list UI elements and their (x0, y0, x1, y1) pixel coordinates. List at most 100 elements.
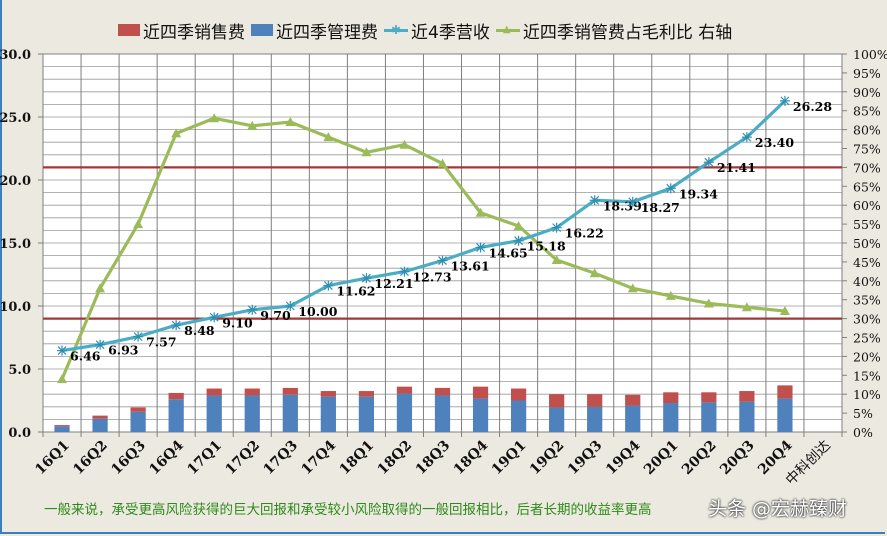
legend-label: 近四季管理费 (276, 22, 378, 43)
data-label: 21.41 (717, 160, 756, 175)
y-tick-label: 0.0 (8, 426, 31, 441)
y-tick-label: 30.0 (0, 48, 31, 63)
triangle-marker-icon (627, 283, 638, 293)
star-marker-icon (323, 280, 334, 291)
y2-tick-label: 20% (853, 349, 881, 364)
star-marker-icon (665, 183, 676, 194)
legend-swatch (251, 24, 273, 36)
data-label: 19.34 (679, 186, 718, 201)
bar-sales-expense (282, 387, 298, 395)
bar-sales-expense (130, 407, 146, 412)
bar-admin-expense (701, 402, 717, 432)
data-label: 9.70 (260, 308, 291, 323)
bar-sales-expense (663, 392, 679, 404)
x-tick-label: 20Q2 (679, 438, 720, 479)
star-marker-icon (741, 132, 752, 143)
footer-note: 一般来说，承受更高风险获得的巨大回报和承受较小风险取得的一般回报相比，后者长期的… (44, 502, 652, 518)
data-label: 26.28 (793, 99, 832, 114)
triangle-marker-icon (285, 117, 296, 127)
star-marker-icon (209, 312, 220, 323)
data-label: 14.65 (489, 245, 528, 260)
bar-admin-expense (777, 398, 793, 432)
bar-sales-expense (320, 391, 336, 397)
star-marker-icon (285, 301, 296, 311)
y-tick-label: 10.0 (0, 300, 31, 315)
data-label: 10.00 (298, 304, 337, 319)
y2-tick-label: 100% (853, 47, 887, 62)
star-marker-icon (57, 345, 68, 356)
star-marker-icon (171, 320, 182, 331)
bar-sales-expense (54, 425, 70, 427)
star-marker-icon (133, 331, 144, 342)
bar-admin-expense (510, 400, 527, 432)
bar-admin-expense (549, 407, 565, 432)
x-tick-label: 17Q1 (184, 438, 225, 479)
star-marker-icon (399, 266, 410, 277)
y2-tick-label: 35% (853, 293, 881, 308)
star-marker-icon (703, 157, 714, 168)
star-marker-icon (589, 195, 600, 206)
x-tick-label: 18Q2 (375, 438, 416, 479)
x-tick-label: 17Q2 (222, 438, 263, 479)
y2-tick-label: 90% (853, 85, 881, 100)
triangle-marker-icon (247, 120, 258, 130)
triangle-marker-icon (741, 302, 752, 312)
y2-tick-label: 0% (853, 425, 873, 440)
expense-ratio-line (60, 116, 786, 380)
bar-sales-expense (701, 392, 717, 403)
y2-tick-label: 30% (853, 312, 881, 327)
y-tick-label: 15.0 (0, 237, 31, 252)
x-tick-label: 16Q4 (146, 437, 187, 478)
triangle-marker-icon (399, 139, 410, 149)
revenue-line (61, 99, 787, 353)
data-label: 12.21 (374, 276, 413, 291)
triangle-marker-icon (323, 132, 334, 142)
bar-admin-expense (320, 396, 336, 432)
star-marker-icon (437, 255, 448, 266)
y-tick-label: 20.0 (0, 174, 31, 189)
watermark: 头条 @宏赫臻财 (708, 498, 848, 520)
triangle-marker-icon (95, 283, 106, 293)
legend-item-expense-ratio: ▲ 近四季销管费占毛利比 右轴 (495, 18, 732, 43)
legend-item-sales-expense: 近四季销售费 (118, 18, 245, 43)
legend-label: 近4季营收 (411, 22, 490, 43)
y2-tick-label: 95% (853, 66, 881, 81)
triangle-marker-icon (589, 268, 600, 278)
bar-sales-expense (396, 386, 413, 394)
y2-tick-label: 10% (853, 387, 881, 402)
star-marker-icon (551, 222, 562, 233)
y2-tick-label: 40% (853, 274, 881, 289)
bar-sales-expense (472, 386, 489, 399)
triangle-marker-icon (551, 255, 562, 265)
star-marker-icon (95, 339, 106, 350)
bar-admin-expense (396, 393, 413, 432)
chart-legend: 近四季销售费 近四季管理费 ✱ 近4季营收 ▲ 近四季销管费占毛利比 右轴 (118, 17, 738, 43)
bar-admin-expense (587, 406, 603, 432)
y2-tick-label: 75% (853, 142, 881, 157)
x-tick-label: 16Q3 (108, 438, 149, 479)
bar-admin-expense (739, 401, 755, 432)
x-tick-label: 18Q4 (451, 437, 492, 478)
triangle-marker-icon (209, 113, 220, 123)
data-label: 6.93 (108, 343, 138, 358)
x-tick-label: 18Q1 (337, 438, 378, 479)
star-marker-icon: ✱ (384, 24, 408, 36)
y2-tick-label: 15% (853, 368, 881, 383)
bar-admin-expense (472, 398, 489, 432)
data-label: 18.27 (641, 200, 680, 215)
x-tick-label: 19Q1 (489, 438, 530, 479)
triangle-marker-icon (57, 374, 68, 384)
triangle-marker-icon (171, 128, 182, 138)
data-label: 23.40 (755, 135, 794, 150)
bar-sales-expense (549, 394, 565, 408)
y2-tick-label: 60% (853, 198, 881, 213)
y-tick-label: 5.0 (8, 363, 31, 378)
bar-sales-expense (206, 388, 222, 396)
data-label: 15.18 (527, 239, 566, 254)
bar-sales-expense (358, 391, 375, 397)
bar-admin-expense (282, 394, 298, 432)
y2-tick-label: 50% (853, 236, 881, 251)
bar-admin-expense (206, 395, 222, 432)
triangle-marker-icon (437, 158, 448, 168)
y2-tick-label: 45% (853, 255, 881, 270)
